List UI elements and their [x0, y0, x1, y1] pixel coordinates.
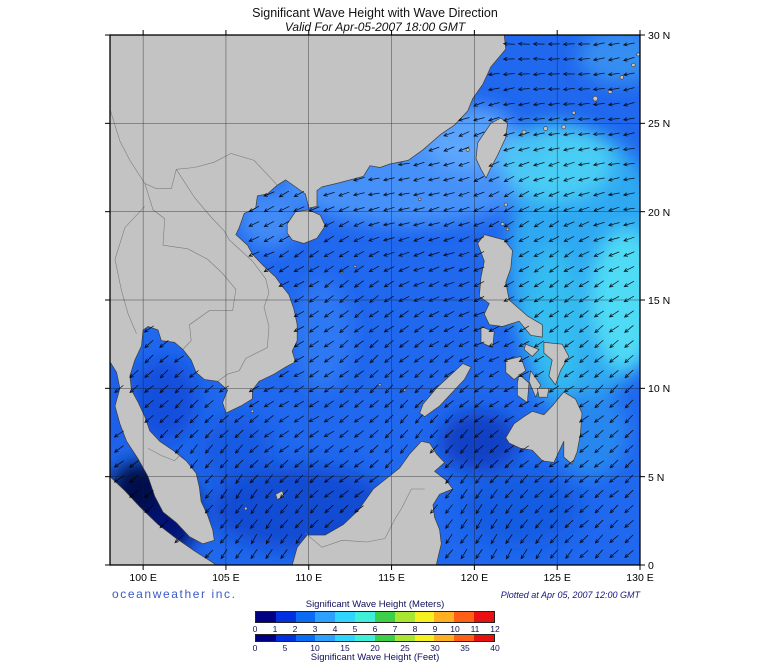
colorbar-segment: [414, 635, 435, 641]
y-axis-tick-label: 25 N: [648, 118, 671, 131]
colorbar-segment: [355, 635, 375, 641]
colorbar-tick-label: 7: [392, 624, 398, 634]
colorbar-tick-label: 6: [372, 624, 378, 634]
y-axis-tick-label: 10 N: [648, 383, 671, 396]
y-axis-tick-label: 20 N: [648, 206, 671, 219]
colorbar-segment: [335, 612, 356, 622]
colorbar-tick-label: 15: [340, 643, 350, 653]
colorbar-tick-label: 3: [312, 624, 318, 634]
colorbar-tick-label: 40: [490, 643, 500, 653]
colorbar-segment: [414, 612, 435, 622]
colorbar-tick-label: 8: [412, 624, 418, 634]
y-axis-tick-label: 0: [648, 560, 654, 572]
colorbar-tick-label: 10: [450, 624, 460, 634]
colorbar-feet-ticks: 0 5 10 15 20 25 30 35 40: [252, 643, 500, 653]
x-axis-tick-label: 105 E: [212, 572, 240, 584]
brand-logo: oceanweather inc.: [112, 587, 237, 601]
colorbar-tick-label: 11: [470, 624, 480, 634]
colorbar-tick-label: 35: [460, 643, 470, 653]
chart-subtitle: Valid For Apr-05-2007 18:00 GMT: [284, 20, 466, 34]
colorbar-meters-ticks: 0 1 2 3 4 5 6 7 8 9 10 11 12: [252, 624, 500, 634]
colorbar-segment: [474, 612, 494, 622]
x-axis-tick-label: 110 E: [295, 572, 323, 584]
colorbar-segment: [434, 635, 455, 641]
colorbar-tick-label: 30: [430, 643, 440, 653]
colorbar-segment: [394, 635, 415, 641]
legend-meters-label: Significant Wave Height (Meters): [305, 599, 445, 610]
colorbar-tick-label: 0: [252, 643, 258, 653]
y-axis: 30 N 25 N 20 N 15 N 10 N 5 N 0: [648, 30, 693, 572]
colorbar-segment: [335, 635, 356, 641]
x-axis-tick-label: 130 E: [626, 572, 654, 584]
colorbar-segment: [295, 635, 316, 641]
y-axis-tick-label: 5 N: [648, 471, 665, 484]
colorbar-segment: [454, 635, 475, 641]
y-axis-tick-label: 15 N: [648, 295, 671, 307]
colorbar-tick-label: 12: [490, 624, 500, 634]
colorbar-segment: [295, 612, 316, 622]
x-axis-tick-label: 125 E: [543, 572, 571, 584]
chart-title: Significant Wave Height with Wave Direct…: [252, 6, 498, 20]
colorbar-segment: [315, 635, 336, 641]
colorbar-segment: [275, 635, 296, 641]
colorbar-segment: [394, 612, 415, 622]
colorbar-segment: [374, 635, 395, 641]
x-axis-tick-label: 100 E: [129, 572, 157, 584]
wave-direction-arrows: [113, 41, 635, 560]
colorbar-segment: [315, 612, 336, 622]
legend-feet-label: Significant Wave Height (Feet): [310, 652, 440, 663]
colorbar-meters: [255, 611, 495, 623]
colorbar-tick-label: 9: [432, 624, 438, 634]
map-canvas: [105, 30, 645, 570]
colorbar-segment: [374, 612, 395, 622]
colorbar-segment: [434, 612, 455, 622]
colorbar-tick-label: 5: [282, 643, 288, 653]
x-axis-tick-label: 120 E: [460, 572, 489, 584]
colorbar-segment: [454, 612, 475, 622]
colorbar-tick-label: 2: [292, 624, 298, 634]
wave-map-svg: [105, 30, 645, 570]
colorbar-segment: [275, 612, 296, 622]
colorbar-tick-label: 25: [400, 643, 410, 653]
colorbar-tick-label: 10: [310, 643, 320, 653]
colorbar-tick-label: 1: [272, 624, 278, 634]
colorbar-segment: [256, 612, 276, 622]
colorbar-tick-label: 0: [252, 624, 258, 634]
x-axis-tick-label: 115 E: [378, 572, 405, 584]
plotted-timestamp: Plotted at Apr 05, 2007 12:00 GMT: [500, 590, 640, 600]
colorbar-tick-label: 20: [370, 643, 380, 653]
y-axis-tick-label: 30 N: [648, 30, 671, 42]
colorbar-segment: [474, 635, 494, 641]
colorbar-tick-label: 4: [332, 624, 338, 634]
colorbar-segment: [256, 635, 276, 641]
x-axis: 100 E 105 E 110 E 115 E 120 E 125 E 130 E: [110, 572, 653, 586]
colorbar-segment: [355, 612, 375, 622]
colorbar-feet: [255, 634, 495, 642]
colorbar-tick-label: 5: [352, 624, 358, 634]
